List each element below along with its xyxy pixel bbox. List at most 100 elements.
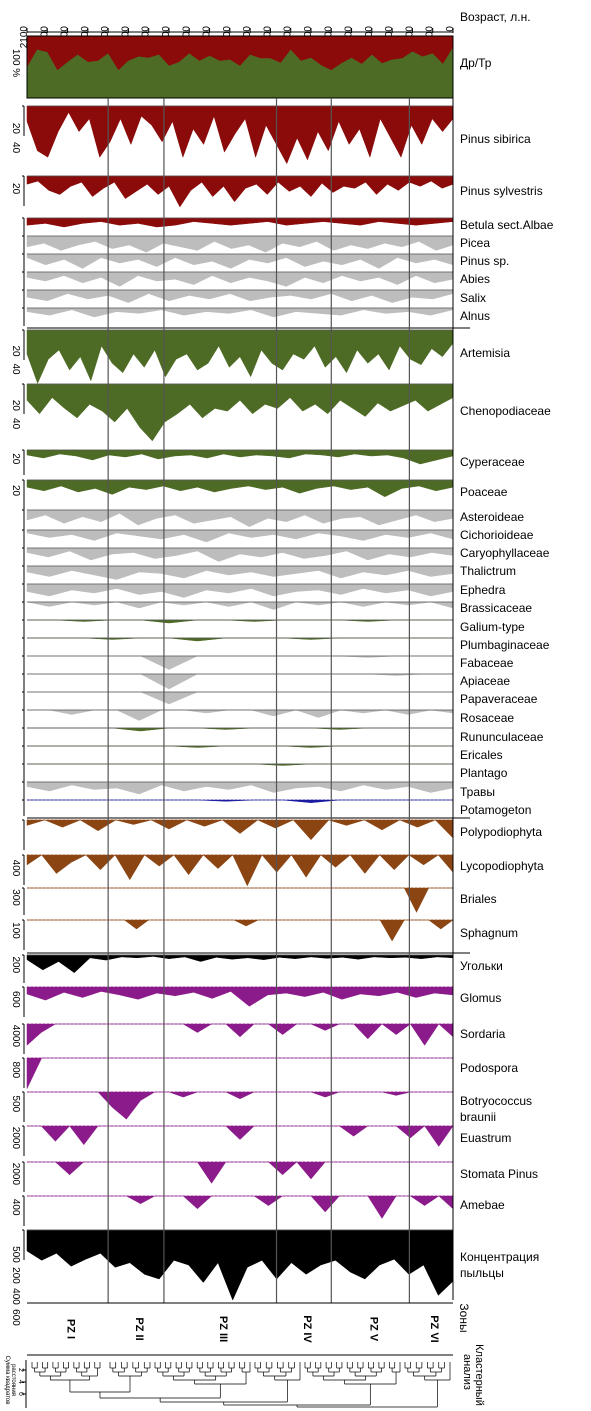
tick-label: 500 <box>10 1246 21 1263</box>
panel-2: 20 Pinus sylvestris <box>10 175 543 208</box>
tick-label: 100 % <box>10 49 21 77</box>
series-area <box>26 1023 454 1046</box>
series-area <box>26 479 454 498</box>
taxon-label: Podospora <box>460 1061 518 1075</box>
cluster-tick-label: 6 <box>17 1392 24 1396</box>
tick-label: 100 <box>10 922 21 939</box>
taxon-label: Др/Тр <box>460 56 492 70</box>
panel-9: 20 40 Artemisia <box>10 329 510 384</box>
zone-label: PZ V <box>367 1317 379 1342</box>
panel-25: Rununculaceae <box>22 727 544 746</box>
series-area <box>27 619 453 624</box>
panel-35: 600 Glomus <box>10 986 501 1017</box>
cluster-tick-label: 4 <box>17 1380 24 1384</box>
series-area <box>27 799 453 803</box>
series-area <box>26 565 454 580</box>
panel-10: 20 40 Chenopodiaceae <box>10 383 551 442</box>
taxon-label: Thalictrum <box>460 564 516 578</box>
series-area <box>26 1229 454 1301</box>
taxon-label: Briales <box>460 892 497 906</box>
taxon-label: Abies <box>460 272 490 286</box>
tick-label: 4000 <box>10 1025 21 1048</box>
x-tick-label: 800 <box>283 26 294 43</box>
cluster-title: Кластерный <box>473 1344 485 1406</box>
x-tick-label: 2100 <box>19 26 30 49</box>
series-area <box>26 449 454 465</box>
series-area <box>26 383 454 442</box>
tick-label: 800 <box>10 1062 21 1079</box>
series-area <box>26 217 454 228</box>
series-area <box>26 583 454 598</box>
zone-label: PZ VI <box>428 1315 440 1343</box>
panel-36: 4000 Sordaria <box>10 1023 506 1054</box>
tick-label: 40 <box>10 418 21 430</box>
panel-21: Fabaceae <box>22 655 514 674</box>
panel-42: 500 200 400 600 Концентрация пыльцы <box>10 1229 539 1326</box>
panel-26: Ericales <box>22 745 503 764</box>
tick-label: 400 <box>10 860 21 877</box>
tick-label: 20 <box>10 453 21 465</box>
taxon-label: Lycopodiophyta <box>460 859 544 873</box>
taxon-label: Sordaria <box>460 1027 506 1041</box>
tick-label: 600 <box>10 991 21 1008</box>
zone-lines: PZ I PZ II PZ III PZ IV PZ V PZ VI Зоны <box>27 98 471 1356</box>
tick-label: 20 <box>10 183 21 195</box>
zone-label: PZ I <box>65 1319 77 1339</box>
taxon-label: Euastrum <box>460 1131 511 1145</box>
series-area <box>27 1091 453 1120</box>
tick-label: 200 <box>10 956 21 973</box>
panel-5: Pinus sp. <box>22 253 509 272</box>
x-tick-label: 600 <box>323 26 334 43</box>
taxon-label: Pinus sibirica <box>460 132 531 146</box>
x-tick-label: 200 <box>404 26 415 43</box>
taxon-sublabel: braunii <box>460 1110 496 1124</box>
series-area <box>27 1195 454 1219</box>
pollen-panels: 100 % Др/Тр 20 40 Pinus sibirica 20 Pinus sylv… <box>10 35 554 1326</box>
taxon-label: Rosaceae <box>460 711 514 725</box>
zone-label: PZ II <box>133 1317 145 1340</box>
panel-22: Apiaceae <box>22 673 510 692</box>
zones-title: Зоны <box>457 1303 471 1332</box>
series-area <box>26 175 454 208</box>
zone-label: PZ IV <box>301 1315 313 1343</box>
tick-label: 2000 <box>10 1127 21 1150</box>
taxon-label: Asteroideae <box>460 510 524 524</box>
panel-20: Plumbaginaceae <box>22 637 550 656</box>
panel-31: 400 Lycopodiophyta <box>10 854 544 887</box>
panel-13: Asteroideae <box>22 509 524 530</box>
panel-12: 20 Poaceae <box>10 479 508 510</box>
series-area <box>27 691 453 705</box>
panel-6: Abies <box>22 271 490 290</box>
ratio-area <box>27 36 453 71</box>
series-area <box>27 1161 453 1184</box>
cluster-axis-title-2: расстояния <box>10 1364 16 1396</box>
taxon-label: Plantago <box>460 766 508 780</box>
panel-17: Ephedra <box>22 583 506 602</box>
taxon-label: Galium-type <box>460 620 525 634</box>
series-area <box>26 271 454 287</box>
panel-8: Alnus <box>22 307 490 326</box>
tick-label: 20 <box>10 345 21 357</box>
cluster-tick-label: 2 <box>17 1368 24 1372</box>
tick-label: 500 <box>10 1096 21 1113</box>
series-area <box>26 986 454 1007</box>
taxon-label: Cichorioideae <box>460 528 534 542</box>
tick-label: 20 <box>10 123 21 135</box>
taxon-label: Brassicaceae <box>460 601 532 615</box>
series-area <box>26 235 454 253</box>
x-tick-label: 400 <box>364 26 375 43</box>
taxon-label: Cyperaceae <box>460 455 525 469</box>
panel-3: Betula sect.Albae <box>22 217 554 236</box>
tick-label: 2000 <box>10 1163 21 1186</box>
panel-29: Potamogeton <box>22 799 531 817</box>
taxon-label: Artemisia <box>460 346 510 360</box>
taxon-label: Ericales <box>460 748 503 762</box>
panel-33: 100 Sphagnum <box>10 919 518 950</box>
panel-27: Plantago <box>22 763 508 782</box>
panel-41: 400 Amebae <box>10 1195 505 1226</box>
panel-24: Rosaceae <box>22 709 514 728</box>
series-area <box>26 1057 453 1089</box>
panel-38: 500 Botryococcus braunii <box>10 1091 532 1124</box>
series-area <box>26 601 454 610</box>
